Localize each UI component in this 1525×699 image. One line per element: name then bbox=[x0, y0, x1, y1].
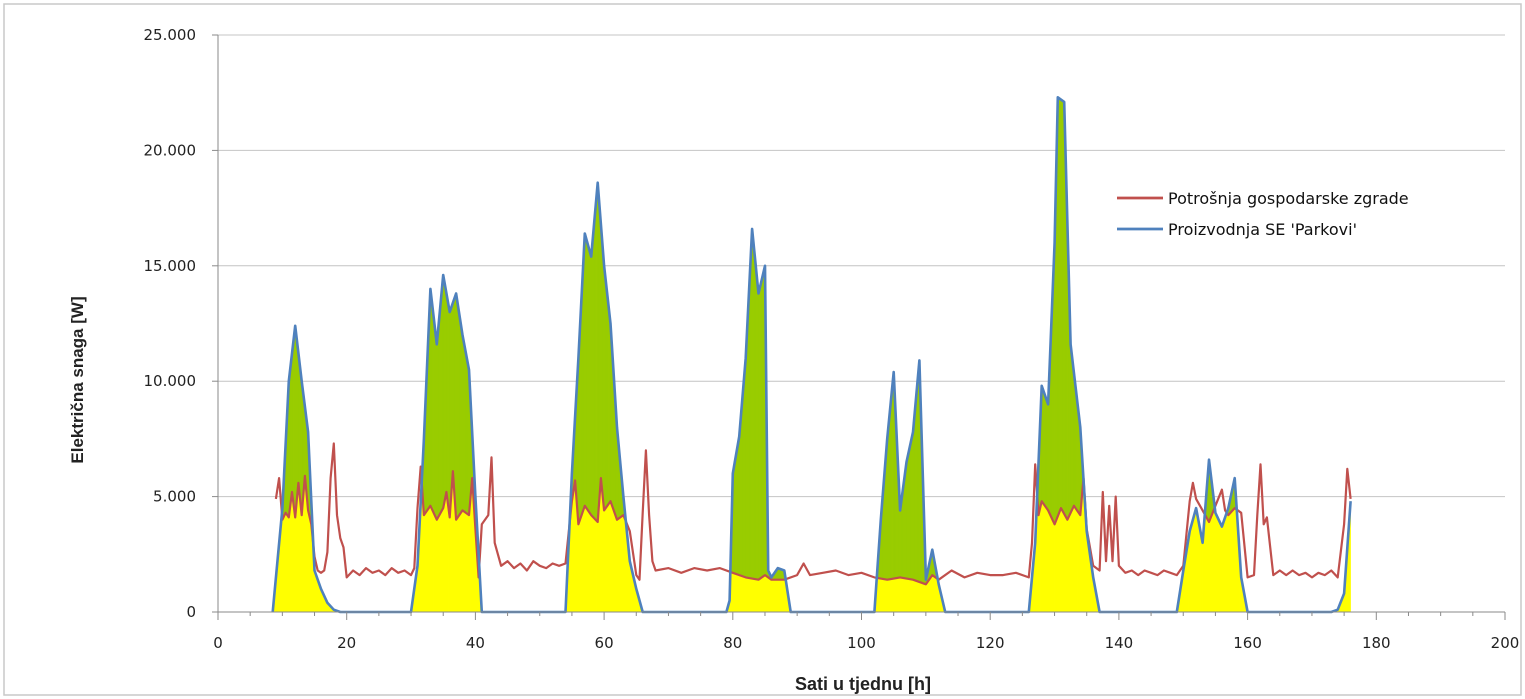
legend-label: Proizvodnja SE 'Parkovi' bbox=[1168, 220, 1357, 239]
x-tick-label: 180 bbox=[1362, 634, 1391, 652]
x-tick-label: 60 bbox=[595, 634, 614, 652]
y-tick-label: 10.000 bbox=[144, 372, 197, 390]
consumption-line bbox=[274, 442, 1352, 586]
y-tick-label: 0 bbox=[186, 603, 196, 621]
x-tick-label: 100 bbox=[847, 634, 876, 652]
axes bbox=[212, 34, 1506, 620]
x-tick-label: 160 bbox=[1233, 634, 1262, 652]
x-tick-labels: 0 20 40 60 80 100 120 140 160 180 200 bbox=[213, 634, 1519, 652]
legend: Potrošnja gospodarske zgrade Proizvodnja … bbox=[1117, 189, 1409, 239]
x-tick-label: 120 bbox=[976, 634, 1005, 652]
series-lines bbox=[271, 96, 1352, 614]
y-axis-title: Električna snaga [W] bbox=[68, 296, 87, 463]
x-tick-label: 200 bbox=[1491, 634, 1520, 652]
x-axis-title: Sati u tjednu [h] bbox=[795, 674, 931, 694]
y-tick-labels: 0 5.000 10.000 15.000 20.000 25.000 bbox=[144, 26, 197, 621]
y-tick-label: 5.000 bbox=[153, 488, 196, 506]
x-tick-label: 20 bbox=[337, 634, 356, 652]
x-tick-label: 80 bbox=[723, 634, 742, 652]
x-tick-label: 40 bbox=[466, 634, 485, 652]
x-tick-label: 140 bbox=[1105, 634, 1134, 652]
chart-frame bbox=[3, 3, 1522, 696]
production-line bbox=[271, 96, 1352, 614]
y-tick-label: 20.000 bbox=[144, 141, 197, 159]
y-tick-label: 25.000 bbox=[144, 26, 197, 44]
x-tick-label: 0 bbox=[213, 634, 223, 652]
legend-label: Potrošnja gospodarske zgrade bbox=[1168, 189, 1409, 208]
y-tick-label: 15.000 bbox=[144, 257, 197, 275]
